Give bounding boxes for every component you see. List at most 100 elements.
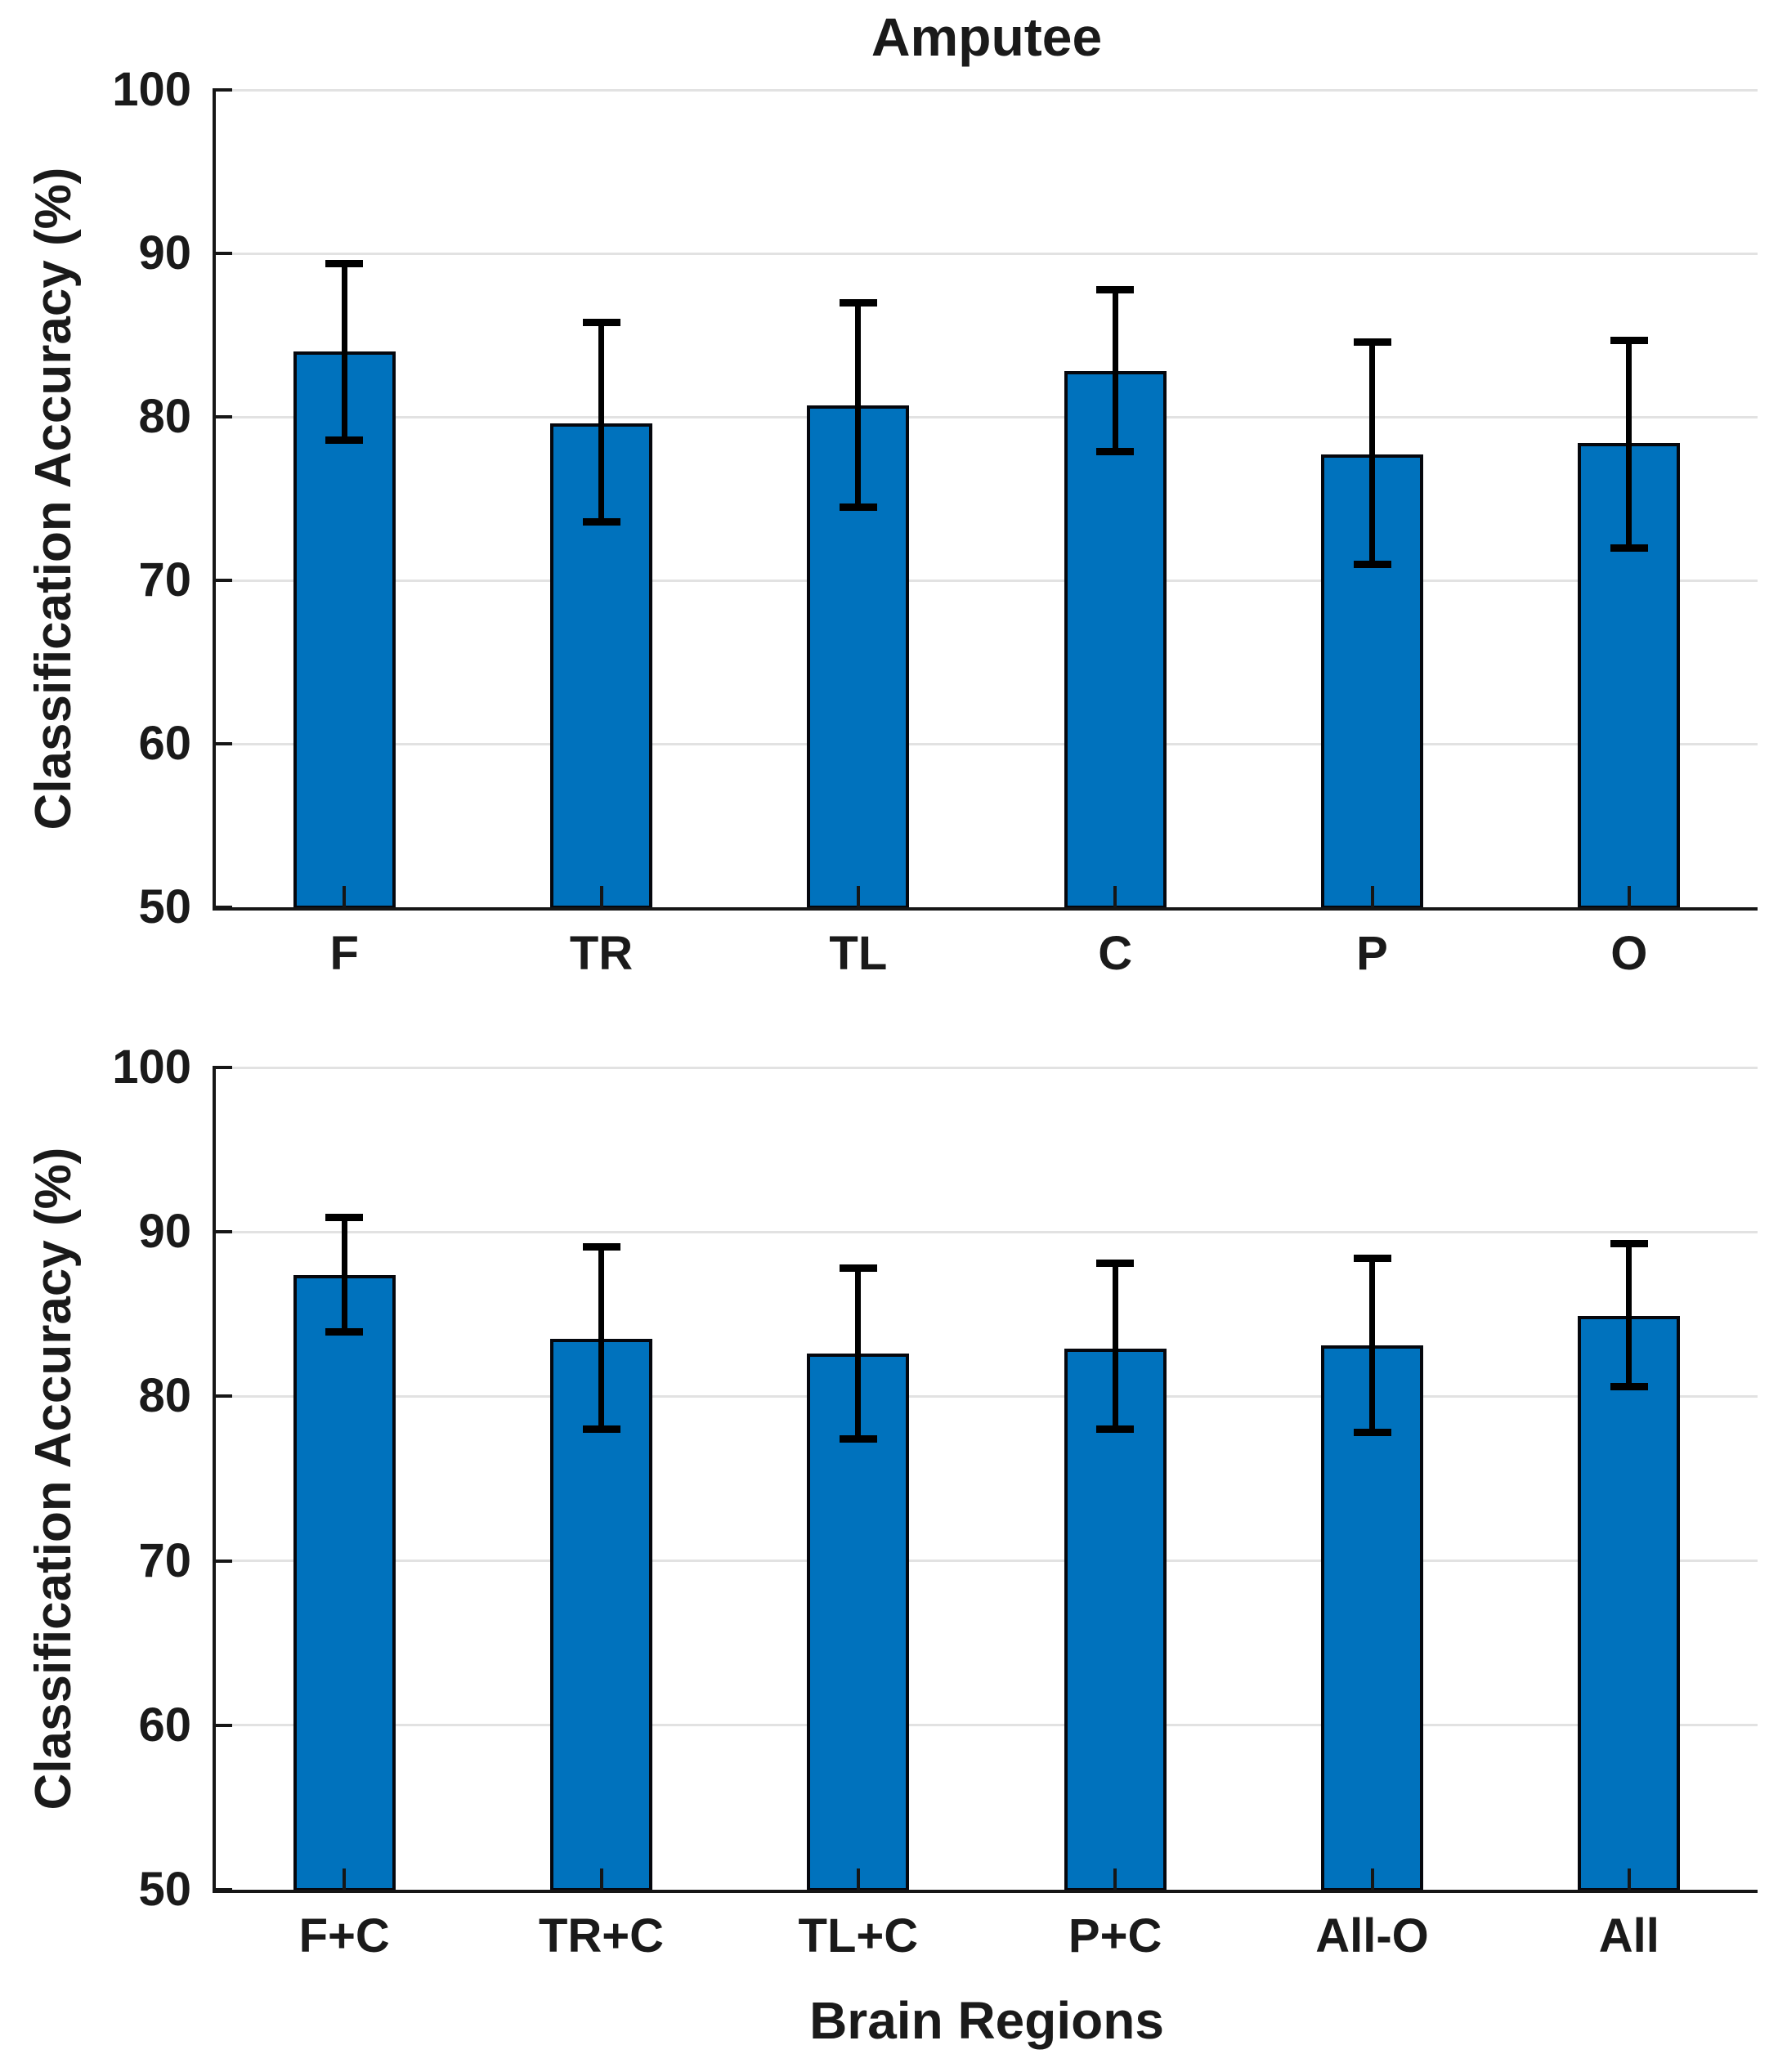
error-bar-line xyxy=(598,1246,604,1430)
y-tick-label: 60 xyxy=(138,717,191,770)
gridline xyxy=(216,415,1758,418)
error-bar-cap-bottom xyxy=(325,436,364,444)
x-category-label: P+C xyxy=(1068,1909,1162,1962)
x-axis-tick xyxy=(1370,1868,1374,1890)
y-axis-tick xyxy=(216,1230,232,1234)
y-tick-label: 70 xyxy=(138,1533,191,1587)
x-axis-label: Brain Regions xyxy=(809,1991,1164,2050)
error-bar-cap-top xyxy=(1096,285,1135,293)
x-category-label: TR xyxy=(569,927,634,980)
x-axis-tick xyxy=(1627,886,1631,907)
error-bar-line xyxy=(1369,1258,1375,1433)
bar xyxy=(1321,1345,1423,1891)
bottom-spine xyxy=(213,1890,1758,1893)
error-bar-cap-top xyxy=(325,259,364,267)
error-bar-cap-top xyxy=(1353,338,1391,346)
error-bar-cap-bottom xyxy=(1096,1425,1135,1434)
x-category-label: TL xyxy=(829,927,888,980)
x-category-label: All-O xyxy=(1315,1909,1429,1962)
error-bar-cap-top xyxy=(582,318,620,326)
x-category-label: TR+C xyxy=(538,1909,665,1962)
error-bar-cap-top xyxy=(1610,1239,1648,1247)
bar xyxy=(293,351,396,909)
x-axis-tick xyxy=(343,886,347,907)
y-axis-tick xyxy=(216,1559,232,1563)
y-axis-tick xyxy=(216,1066,232,1069)
x-category-label: All xyxy=(1598,1909,1659,1962)
gridline xyxy=(216,1724,1758,1727)
error-bar-line xyxy=(1112,289,1118,451)
y-tick-label: 90 xyxy=(138,226,191,280)
y-tick-label: 90 xyxy=(138,1205,191,1259)
y-tick-label: 80 xyxy=(138,1369,191,1423)
x-axis-tick xyxy=(599,1868,603,1890)
gridline xyxy=(216,88,1758,92)
x-axis-tick xyxy=(856,1868,860,1890)
y-axis-tick xyxy=(216,579,232,582)
error-bar-cap-top xyxy=(839,1264,877,1272)
error-bar-cap-top xyxy=(839,298,877,307)
gridline xyxy=(216,1394,1758,1398)
error-bar-cap-top xyxy=(582,1242,620,1251)
error-bar-cap-bottom xyxy=(325,1328,364,1336)
y-axis-tick xyxy=(216,1888,232,1891)
x-axis-tick xyxy=(1370,886,1374,907)
error-bar-cap-bottom xyxy=(1353,1429,1391,1437)
y-axis-tick xyxy=(216,1723,232,1727)
error-bar-line xyxy=(1112,1263,1118,1430)
y-axis-tick xyxy=(216,88,232,92)
error-bar-line xyxy=(855,302,862,507)
error-bar-cap-top xyxy=(1353,1254,1391,1262)
gridline xyxy=(216,742,1758,745)
y-axis-tick xyxy=(216,415,232,418)
bar xyxy=(1064,371,1167,909)
bottom-spine xyxy=(213,907,1758,911)
error-bar-cap-bottom xyxy=(1610,1382,1648,1390)
error-bar-line xyxy=(855,1268,862,1439)
x-axis-tick xyxy=(343,1868,347,1890)
x-category-label: F xyxy=(329,927,359,980)
y-tick-label: 50 xyxy=(138,1863,191,1916)
x-category-label: O xyxy=(1610,927,1648,980)
x-category-label: F+C xyxy=(298,1909,390,1962)
y-tick-label: 60 xyxy=(138,1698,191,1752)
x-axis-tick xyxy=(1113,1868,1117,1890)
error-bar-line xyxy=(1626,1243,1632,1387)
bar xyxy=(1578,1315,1681,1891)
y-tick-label: 100 xyxy=(112,63,191,116)
x-category-label: C xyxy=(1098,927,1133,980)
x-axis-tick xyxy=(856,886,860,907)
error-bar-cap-bottom xyxy=(1353,560,1391,568)
error-bar-cap-bottom xyxy=(839,1435,877,1443)
y-axis-tick xyxy=(216,252,232,255)
bar xyxy=(293,1274,396,1891)
x-axis-tick xyxy=(1113,886,1117,907)
left-spine xyxy=(213,1066,216,1893)
error-bar-line xyxy=(1369,342,1375,564)
error-bar-line xyxy=(598,322,604,521)
gridline xyxy=(216,1230,1758,1233)
bar xyxy=(807,1354,910,1891)
error-bar-cap-top xyxy=(325,1213,364,1221)
y-tick-label: 50 xyxy=(138,880,191,933)
error-bar-line xyxy=(341,1217,347,1332)
gridline xyxy=(216,252,1758,255)
y-axis-tick xyxy=(216,906,232,909)
x-axis-tick xyxy=(1627,1868,1631,1890)
chart-title: Amputee xyxy=(871,7,1103,67)
gridline xyxy=(216,1066,1758,1069)
error-bar-cap-bottom xyxy=(839,503,877,511)
x-category-label: TL+C xyxy=(798,1909,919,1962)
error-bar-cap-bottom xyxy=(1096,447,1135,455)
x-axis-tick xyxy=(599,886,603,907)
y-tick-label: 100 xyxy=(112,1040,191,1094)
y-tick-label: 70 xyxy=(138,553,191,606)
y-tick-label: 80 xyxy=(138,390,191,443)
bar xyxy=(1064,1349,1167,1891)
error-bar-cap-bottom xyxy=(582,1425,620,1434)
error-bar-line xyxy=(341,263,347,440)
error-bar-cap-top xyxy=(1610,336,1648,344)
left-spine xyxy=(213,88,216,911)
gridline xyxy=(216,1560,1758,1563)
